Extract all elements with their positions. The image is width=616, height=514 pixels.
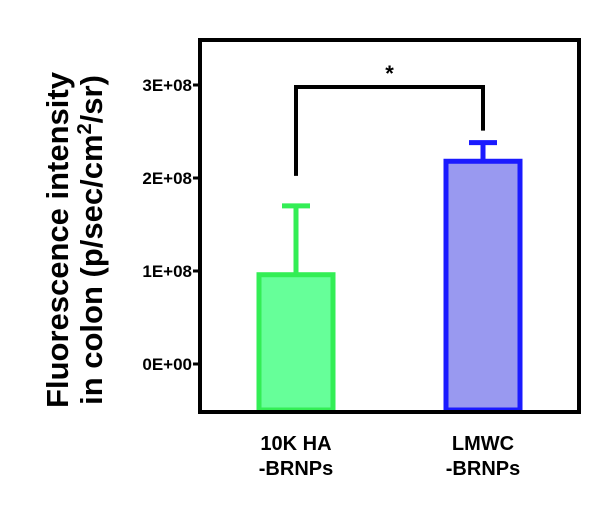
y-axis-label-line1: Fluorescence intensity [40, 71, 75, 408]
bars [256, 140, 523, 413]
x-tick-label: LMWC [452, 433, 514, 455]
y-tick-label: 1E+08 [142, 262, 192, 281]
significance-line [294, 84, 485, 176]
bar [443, 158, 523, 413]
significance-label: * [385, 61, 394, 86]
y-tick-label: 2E+08 [142, 169, 192, 188]
y-axis-label-line2: in colon (p/sec/cm2/sr) [74, 75, 109, 405]
x-tick-label: 10K HA [260, 433, 331, 455]
y-axis-label: Fluorescence intensity in colon (p/sec/c… [40, 71, 109, 408]
y-tick-label: 3E+08 [142, 76, 192, 95]
x-tick-label: -BRNPs [259, 458, 333, 480]
y-tick-label: 0E+00 [142, 355, 192, 374]
significance-bracket [294, 84, 485, 176]
x-tick-label: -BRNPs [446, 458, 520, 480]
plot-frame [198, 38, 581, 414]
bar [256, 272, 336, 413]
